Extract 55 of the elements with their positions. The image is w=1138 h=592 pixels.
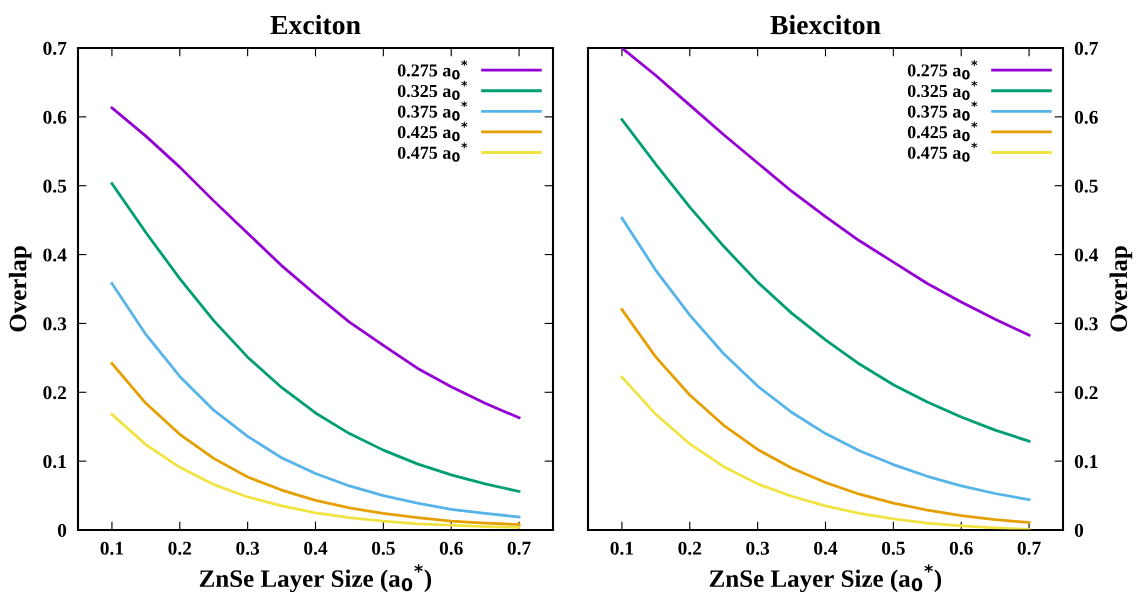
x-axis-title: ZnSe Layer Size (a$_{0}$$^{*}$) bbox=[709, 564, 942, 592]
legend-label: 0.425 a$_{0}$$^{*}$ bbox=[907, 121, 978, 142]
x-tick-label: 0.4 bbox=[814, 541, 838, 555]
y2-tick-label: 0.5 bbox=[1074, 179, 1098, 193]
x-axis-title: ZnSe Layer Size (a$_{0}$$^{*}$) bbox=[199, 564, 432, 592]
legend-label: 0.425 a$_{0}$$^{*}$ bbox=[397, 121, 468, 142]
x-tick-label: 0.1 bbox=[100, 541, 124, 555]
chart-title: Exciton bbox=[270, 14, 361, 35]
y2-axis-title: Overlap bbox=[1109, 246, 1133, 332]
y2-tick-label: 0.3 bbox=[1074, 317, 1098, 331]
line-series bbox=[620, 48, 1031, 337]
x-tick-label: 0.3 bbox=[236, 541, 260, 555]
legend-label: 0.275 a$_{0}$$^{*}$ bbox=[907, 60, 978, 80]
x-tick-label: 0.7 bbox=[507, 541, 531, 555]
legend-label: 0.275 a$_{0}$$^{*}$ bbox=[397, 60, 468, 80]
x-tick-label: 0.2 bbox=[168, 541, 192, 555]
x-tick-label: 0.6 bbox=[949, 541, 973, 555]
y-tick-label: 0.7 bbox=[43, 41, 67, 56]
legend-label: 0.325 a$_{0}$$^{*}$ bbox=[907, 80, 978, 101]
y2-tick-label: 0.6 bbox=[1074, 110, 1098, 124]
y-tick-label: 0.6 bbox=[43, 110, 67, 124]
legend-label: 0.325 a$_{0}$$^{*}$ bbox=[397, 80, 468, 101]
legend-label: 0.475 a$_{0}$$^{*}$ bbox=[397, 142, 468, 162]
y-tick-label: 0.3 bbox=[43, 317, 67, 331]
x-tick-label: 0.6 bbox=[439, 541, 463, 555]
legend-label: 0.375 a$_{0}$$^{*}$ bbox=[907, 101, 978, 121]
x-tick-label: 0.4 bbox=[304, 541, 328, 555]
line-series bbox=[620, 216, 1031, 502]
line-series bbox=[110, 412, 521, 529]
chart-title: Biexciton bbox=[770, 14, 881, 35]
line-series bbox=[110, 182, 521, 493]
legend-label: 0.475 a$_{0}$$^{*}$ bbox=[907, 142, 978, 162]
x-tick-label: 0.3 bbox=[746, 541, 770, 555]
legend-label: 0.375 a$_{0}$$^{*}$ bbox=[397, 101, 468, 121]
y-axis-title: Overlap bbox=[8, 246, 32, 332]
y2-tick-label: 0.2 bbox=[1074, 386, 1098, 400]
y2-tick-label: 0.7 bbox=[1074, 41, 1098, 56]
line-series bbox=[110, 106, 521, 420]
line-series bbox=[620, 375, 1031, 530]
y-tick-label: 0 bbox=[57, 523, 67, 537]
x-tick-label: 0.2 bbox=[678, 541, 702, 555]
y2-tick-label: 0 bbox=[1074, 523, 1084, 537]
x-tick-label: 0.7 bbox=[1017, 541, 1041, 555]
line-series bbox=[110, 361, 521, 526]
y-tick-label: 0.1 bbox=[43, 454, 66, 469]
line-series bbox=[620, 308, 1031, 524]
y-tick-label: 0.2 bbox=[43, 386, 67, 400]
line-series bbox=[110, 282, 521, 519]
x-tick-label: 0.5 bbox=[371, 541, 395, 555]
y-tick-label: 0.5 bbox=[43, 179, 67, 193]
y2-tick-label: 0.4 bbox=[1074, 248, 1099, 262]
y2-tick-label: 0.1 bbox=[1074, 454, 1098, 469]
x-tick-label: 0.1 bbox=[610, 541, 634, 555]
x-tick-label: 0.5 bbox=[881, 541, 905, 555]
y-tick-label: 0.4 bbox=[43, 248, 67, 262]
